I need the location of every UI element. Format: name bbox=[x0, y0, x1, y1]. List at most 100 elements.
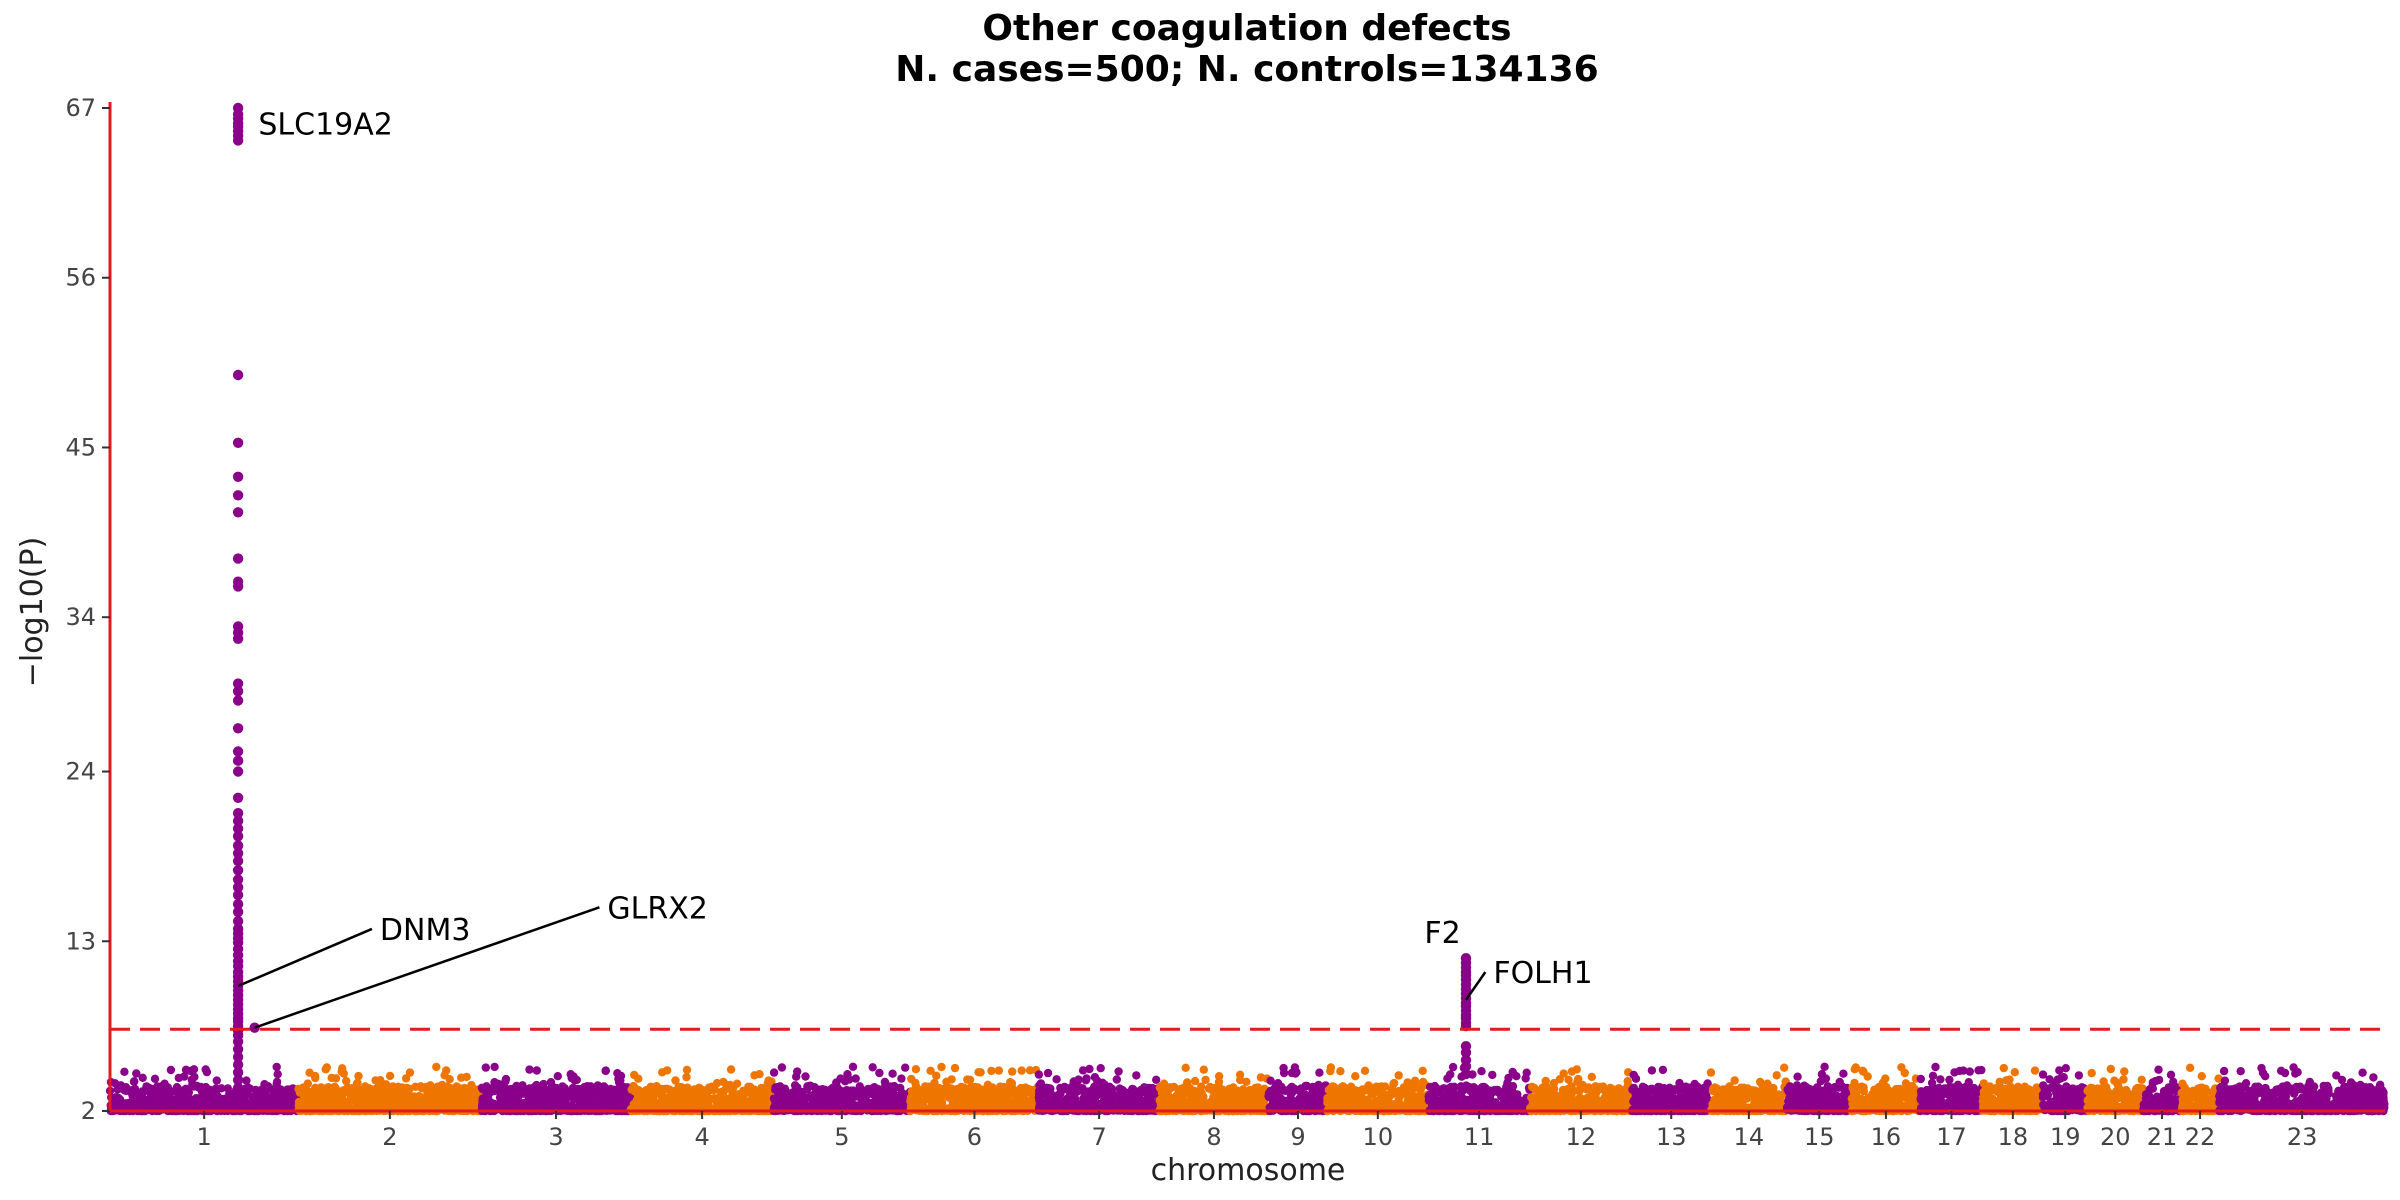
data-point bbox=[1174, 1090, 1183, 1100]
data-point bbox=[657, 1092, 666, 1101]
data-point bbox=[1477, 1067, 1486, 1076]
data-point bbox=[601, 1066, 610, 1076]
data-point bbox=[883, 1098, 892, 1107]
data-point bbox=[501, 1077, 510, 1086]
data-point bbox=[1069, 1077, 1079, 1086]
data-point bbox=[499, 1086, 508, 1095]
data-point bbox=[180, 1087, 189, 1096]
data-point bbox=[353, 1078, 362, 1088]
data-point bbox=[1388, 1086, 1398, 1095]
data-point bbox=[166, 1065, 176, 1075]
data-point bbox=[1061, 1084, 1071, 1094]
data-point bbox=[189, 1065, 199, 1074]
data-point bbox=[793, 1067, 802, 1076]
data-point bbox=[771, 1084, 781, 1093]
data-point bbox=[518, 1084, 527, 1093]
data-point bbox=[901, 1063, 910, 1072]
data-point bbox=[836, 1086, 845, 1095]
data-point bbox=[543, 1093, 553, 1103]
data-point bbox=[1060, 1102, 1069, 1112]
data-point bbox=[1213, 1097, 1222, 1106]
data-point bbox=[663, 1066, 672, 1075]
data-point bbox=[1236, 1075, 1245, 1085]
data-point bbox=[712, 1078, 722, 1088]
data-points bbox=[105, 102, 2389, 1116]
data-point bbox=[1266, 1076, 1275, 1085]
data-point bbox=[757, 1083, 766, 1093]
data-point bbox=[243, 1099, 252, 1108]
data-point bbox=[1169, 1082, 1179, 1092]
data-point bbox=[725, 1080, 735, 1090]
data-point bbox=[1201, 1075, 1210, 1085]
data-point bbox=[752, 1098, 761, 1107]
data-point bbox=[777, 1063, 787, 1072]
data-point bbox=[942, 1077, 951, 1087]
data-point bbox=[432, 1062, 441, 1072]
data-point bbox=[1067, 1094, 1076, 1103]
data-point bbox=[616, 1071, 626, 1081]
data-point bbox=[385, 1071, 395, 1081]
data-point bbox=[411, 1097, 420, 1107]
data-point bbox=[453, 1087, 463, 1096]
data-point bbox=[1337, 1083, 1346, 1092]
data-point bbox=[111, 1096, 120, 1105]
data-point bbox=[120, 1067, 129, 1077]
chart-title: Other coagulation defects bbox=[982, 8, 1511, 49]
data-point bbox=[929, 1084, 939, 1093]
data-point bbox=[1199, 1065, 1209, 1074]
data-point bbox=[1155, 1083, 1165, 1093]
data-point bbox=[1085, 1064, 1094, 1074]
data-point bbox=[987, 1066, 996, 1076]
data-point bbox=[1418, 1077, 1428, 1087]
data-point bbox=[1425, 1090, 1435, 1100]
data-point bbox=[553, 1072, 562, 1081]
data-point bbox=[1351, 1096, 1360, 1106]
chromosome-9-points bbox=[1264, 1063, 1332, 1116]
data-point bbox=[327, 1094, 336, 1103]
data-point bbox=[886, 1083, 895, 1093]
data-point bbox=[1144, 1096, 1154, 1106]
data-point bbox=[622, 1092, 632, 1101]
data-point bbox=[361, 1085, 370, 1094]
data-point bbox=[1256, 1073, 1266, 1082]
data-point bbox=[1481, 1084, 1490, 1093]
data-point bbox=[453, 1096, 462, 1106]
data-point bbox=[342, 1076, 351, 1086]
data-point bbox=[331, 1085, 340, 1094]
data-point bbox=[527, 1100, 536, 1109]
data-point bbox=[525, 1065, 534, 1074]
data-point bbox=[429, 1099, 438, 1108]
data-point bbox=[248, 1092, 257, 1102]
data-point bbox=[1406, 1094, 1415, 1103]
data-point bbox=[656, 1084, 666, 1094]
data-point bbox=[132, 1069, 141, 1078]
data-point bbox=[671, 1076, 680, 1085]
data-point bbox=[629, 1099, 639, 1109]
data-point bbox=[888, 1069, 897, 1078]
data-point bbox=[1052, 1075, 1061, 1084]
data-point bbox=[1137, 1085, 1146, 1095]
data-point bbox=[981, 1092, 990, 1102]
data-point bbox=[1043, 1068, 1053, 1078]
data-point bbox=[494, 1079, 503, 1089]
data-point bbox=[288, 1090, 297, 1099]
data-point bbox=[441, 1092, 450, 1102]
data-point bbox=[1190, 1076, 1200, 1086]
data-point bbox=[251, 1085, 260, 1095]
data-point bbox=[551, 1093, 560, 1102]
data-point bbox=[1351, 1072, 1360, 1081]
data-point bbox=[1587, 1072, 1597, 1082]
data-point bbox=[481, 1063, 490, 1072]
data-point bbox=[844, 1075, 854, 1084]
chromosome-11-points bbox=[1424, 1062, 1535, 1116]
data-point bbox=[1026, 1102, 1035, 1112]
data-point bbox=[833, 1094, 842, 1104]
data-point bbox=[295, 1088, 305, 1097]
data-point bbox=[1078, 1066, 1088, 1075]
data-point bbox=[197, 1092, 207, 1101]
data-point bbox=[217, 1094, 226, 1104]
data-point bbox=[856, 1085, 865, 1095]
data-point bbox=[993, 1098, 1002, 1108]
data-point bbox=[875, 1068, 884, 1078]
